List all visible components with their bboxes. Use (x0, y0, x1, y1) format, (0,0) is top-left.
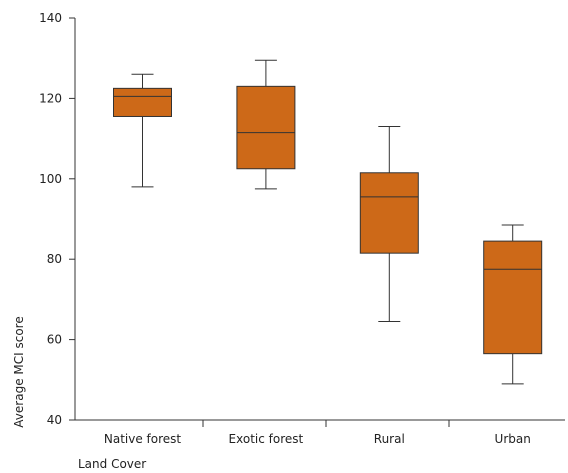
iqr-box (359, 172, 419, 254)
box-series (113, 59, 543, 385)
box-group (236, 59, 296, 190)
y-tick-label: 140 (39, 11, 62, 25)
y-tick-label: 100 (39, 172, 62, 186)
y-tick-label: 40 (47, 413, 62, 427)
iqr-box (113, 87, 172, 117)
x-axis-title: Land Cover (78, 457, 146, 471)
x-axis: Native forest Exotic forest Rural Urban (75, 419, 565, 446)
x-category-label: Rural (374, 432, 405, 446)
y-axis-title: Average MCI score (12, 316, 26, 427)
y-tick-label: 80 (47, 252, 62, 266)
box-group (113, 73, 172, 188)
x-category-label: Native forest (104, 432, 182, 446)
x-category-label: Urban (495, 432, 531, 446)
y-tick-label: 120 (39, 91, 62, 105)
iqr-box (236, 85, 296, 170)
y-axis: 40 60 80 100 120 140 (39, 11, 76, 427)
box-group (359, 126, 419, 323)
iqr-box (483, 240, 543, 355)
x-category-label: Exotic forest (229, 432, 304, 446)
y-tick-label: 60 (47, 333, 62, 347)
box-group (483, 224, 543, 385)
